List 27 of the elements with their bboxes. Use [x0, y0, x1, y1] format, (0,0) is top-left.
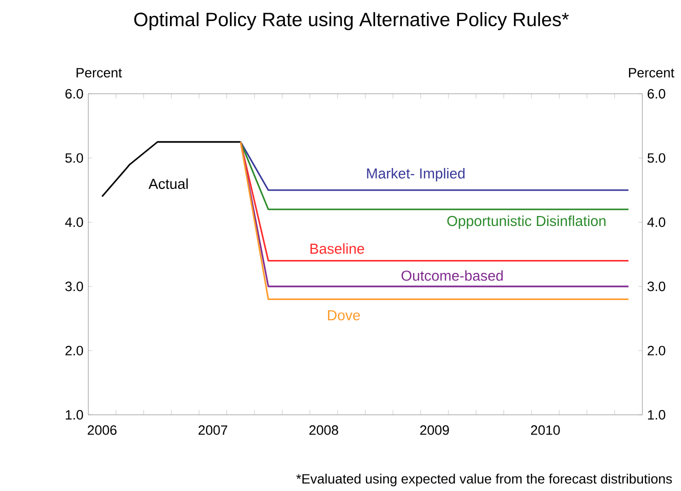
y-tick-label: 6.0 — [65, 89, 84, 99]
series-label: Outcome-based — [402, 270, 503, 281]
series-label: Dove — [328, 310, 360, 320]
x-tick-label: 2008 — [309, 425, 338, 435]
y2-tick-label: 2.0 — [648, 346, 666, 356]
y2-tick-label: 5.0 — [648, 153, 666, 163]
y2-tick-label: 1.0 — [648, 410, 666, 420]
series-label: Baseline — [310, 243, 364, 254]
x-tick-label: 2006 — [88, 425, 116, 435]
x-tick-label: 2007 — [198, 425, 228, 435]
y2-axis-title: Percent — [629, 68, 674, 78]
series-label: Market- Implied — [367, 168, 465, 182]
y-tick-label: 3.0 — [65, 282, 84, 292]
y2-tick-label: 4.0 — [647, 218, 666, 228]
y-tick-label: 5.0 — [65, 153, 84, 163]
series-label: Opportunistic Disinflation — [447, 216, 606, 230]
y2-tick-label: 6.0 — [648, 89, 666, 99]
y-axis-title: Percent — [76, 68, 122, 78]
chart-title: Optimal Policy Rate using Alternative Policy Rules* — [134, 12, 569, 30]
y-tick-label: 1.0 — [66, 410, 84, 420]
y-tick-label: 2.0 — [65, 346, 84, 356]
y-tick-label: 4.0 — [65, 218, 84, 228]
text: *Evaluated using expected value from the forecast distributions — [296, 474, 672, 486]
x-tick-label: 2010 — [531, 425, 560, 435]
series-label: Actual — [148, 178, 188, 190]
x-tick-label: 2009 — [420, 425, 449, 435]
y2-tick-label: 3.0 — [648, 282, 666, 292]
